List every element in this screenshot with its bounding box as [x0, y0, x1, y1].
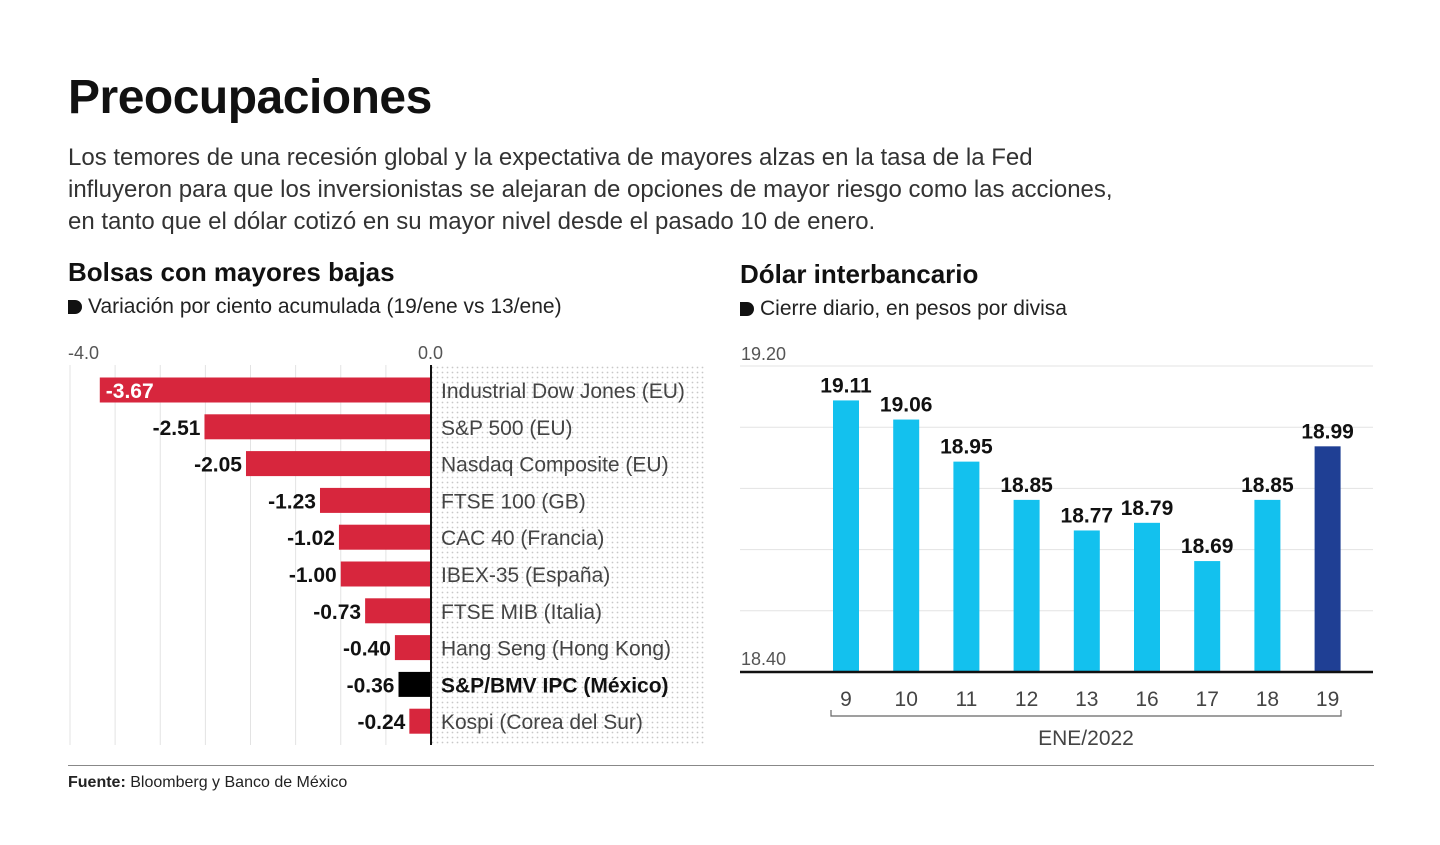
- bar: [1194, 561, 1221, 672]
- data-label: -3.67: [106, 380, 154, 403]
- page-title: Preocupaciones: [68, 71, 432, 124]
- source-note: Fuente: Bloomberg y Banco de México: [68, 774, 347, 792]
- category-label: Hang Seng (Hong Kong): [441, 638, 671, 661]
- category-label: IBEX-35 (España): [441, 564, 610, 587]
- category-label: FTSE 100 (GB): [441, 490, 586, 513]
- left-chart-title: Bolsas con mayores bajas: [68, 257, 395, 287]
- data-label: 19.06: [880, 394, 933, 417]
- marker-icon: [68, 300, 82, 314]
- data-label: 18.69: [1181, 535, 1234, 558]
- x-tick-label: 10: [895, 688, 918, 711]
- data-label: -1.00: [289, 564, 337, 587]
- x-tick-label: 9: [840, 688, 852, 711]
- x-tick-label: 19: [1316, 688, 1339, 711]
- bar: [338, 524, 431, 550]
- bar: [1254, 499, 1281, 672]
- category-label: Nasdaq Composite (EU): [441, 454, 669, 477]
- intro-line: influyeron para que los inversionistas s…: [68, 176, 1113, 203]
- x-tick-label: 17: [1196, 688, 1219, 711]
- data-label: -0.24: [357, 711, 405, 734]
- bar: [204, 414, 431, 440]
- data-label: -1.23: [268, 490, 316, 513]
- bar: [398, 671, 431, 697]
- category-label: S&P 500 (EU): [441, 417, 573, 440]
- data-label: -0.36: [347, 674, 395, 697]
- x-tick-label: 12: [1015, 688, 1038, 711]
- label-area-background: [431, 365, 704, 745]
- left-bar-chart: -4.0 0.0 -3.67 Industrial Dow Jones (EU) -2.…: [68, 343, 704, 745]
- category-label: CAC 40 (Francia): [441, 527, 604, 550]
- intro-line: Los temores de una recesión global y la …: [68, 144, 1033, 171]
- bar: [245, 451, 431, 477]
- data-label: -2.51: [153, 417, 201, 440]
- right-bar-chart: 19.20 18.40 19.11 9 19.06 10 18.95 11 18.85 12 18.…: [740, 344, 1373, 750]
- data-label: -0.73: [313, 601, 361, 624]
- left-chart-subtitle: Variación por ciento acumulada (19/ene v…: [68, 295, 562, 319]
- x-tick-label: -4.0: [68, 343, 99, 363]
- source-text: Bloomberg y Banco de México: [130, 774, 348, 791]
- x-tick-label: 13: [1075, 688, 1098, 711]
- data-label: 18.85: [1241, 474, 1294, 497]
- bar: [953, 461, 980, 672]
- category-label: Kospi (Corea del Sur): [441, 711, 643, 734]
- x-axis-label: ENE/2022: [1038, 727, 1134, 750]
- data-label: 18.79: [1121, 497, 1174, 520]
- right-chart-subtitle: Cierre diario, en pesos por divisa: [740, 297, 1067, 321]
- x-tick-label: 11: [955, 688, 977, 711]
- data-label: 18.85: [1000, 474, 1053, 497]
- data-label: -0.40: [343, 638, 391, 661]
- category-label: Industrial Dow Jones (EU): [441, 380, 685, 403]
- category-label: FTSE MIB (Italia): [441, 601, 602, 624]
- bar: [409, 708, 431, 734]
- data-label: 18.99: [1301, 420, 1354, 443]
- bar: [340, 561, 431, 587]
- right-chart-title: Dólar interbancario: [740, 259, 979, 289]
- x-tick-label: 0.0: [418, 343, 443, 363]
- bar: [319, 487, 431, 513]
- bar: [833, 400, 859, 672]
- bar: [99, 377, 431, 403]
- y-tick-label: 19.20: [741, 344, 786, 364]
- data-label: 18.77: [1061, 504, 1114, 527]
- footer-divider: [68, 765, 1374, 766]
- bar: [1013, 499, 1040, 672]
- intro-text: Los temores de una recesión global y la …: [68, 142, 1248, 238]
- x-tick-label: 18: [1256, 688, 1279, 711]
- category-label: S&P/BMV IPC (México): [441, 674, 669, 697]
- bar: [1073, 530, 1100, 672]
- left-chart-subtitle-text: Variación por ciento acumulada (19/ene v…: [88, 295, 562, 318]
- bar: [394, 635, 431, 661]
- data-label: 19.11: [820, 374, 872, 397]
- intro-line: en tanto que el dólar cotizó en su mayor…: [68, 208, 876, 235]
- right-chart-subtitle-text: Cierre diario, en pesos por divisa: [760, 297, 1067, 320]
- x-tick-label: 16: [1135, 688, 1158, 711]
- marker-icon: [740, 302, 754, 316]
- bar: [1314, 446, 1341, 672]
- bar: [893, 419, 920, 672]
- bar: [365, 598, 431, 624]
- bar: [1134, 522, 1160, 672]
- data-label: 18.95: [940, 436, 993, 459]
- date-bracket: [830, 710, 1342, 717]
- data-label: -2.05: [194, 454, 242, 477]
- source-label: Fuente:: [68, 774, 126, 791]
- y-tick-label: 18.40: [741, 649, 786, 669]
- data-label: -1.02: [287, 527, 335, 550]
